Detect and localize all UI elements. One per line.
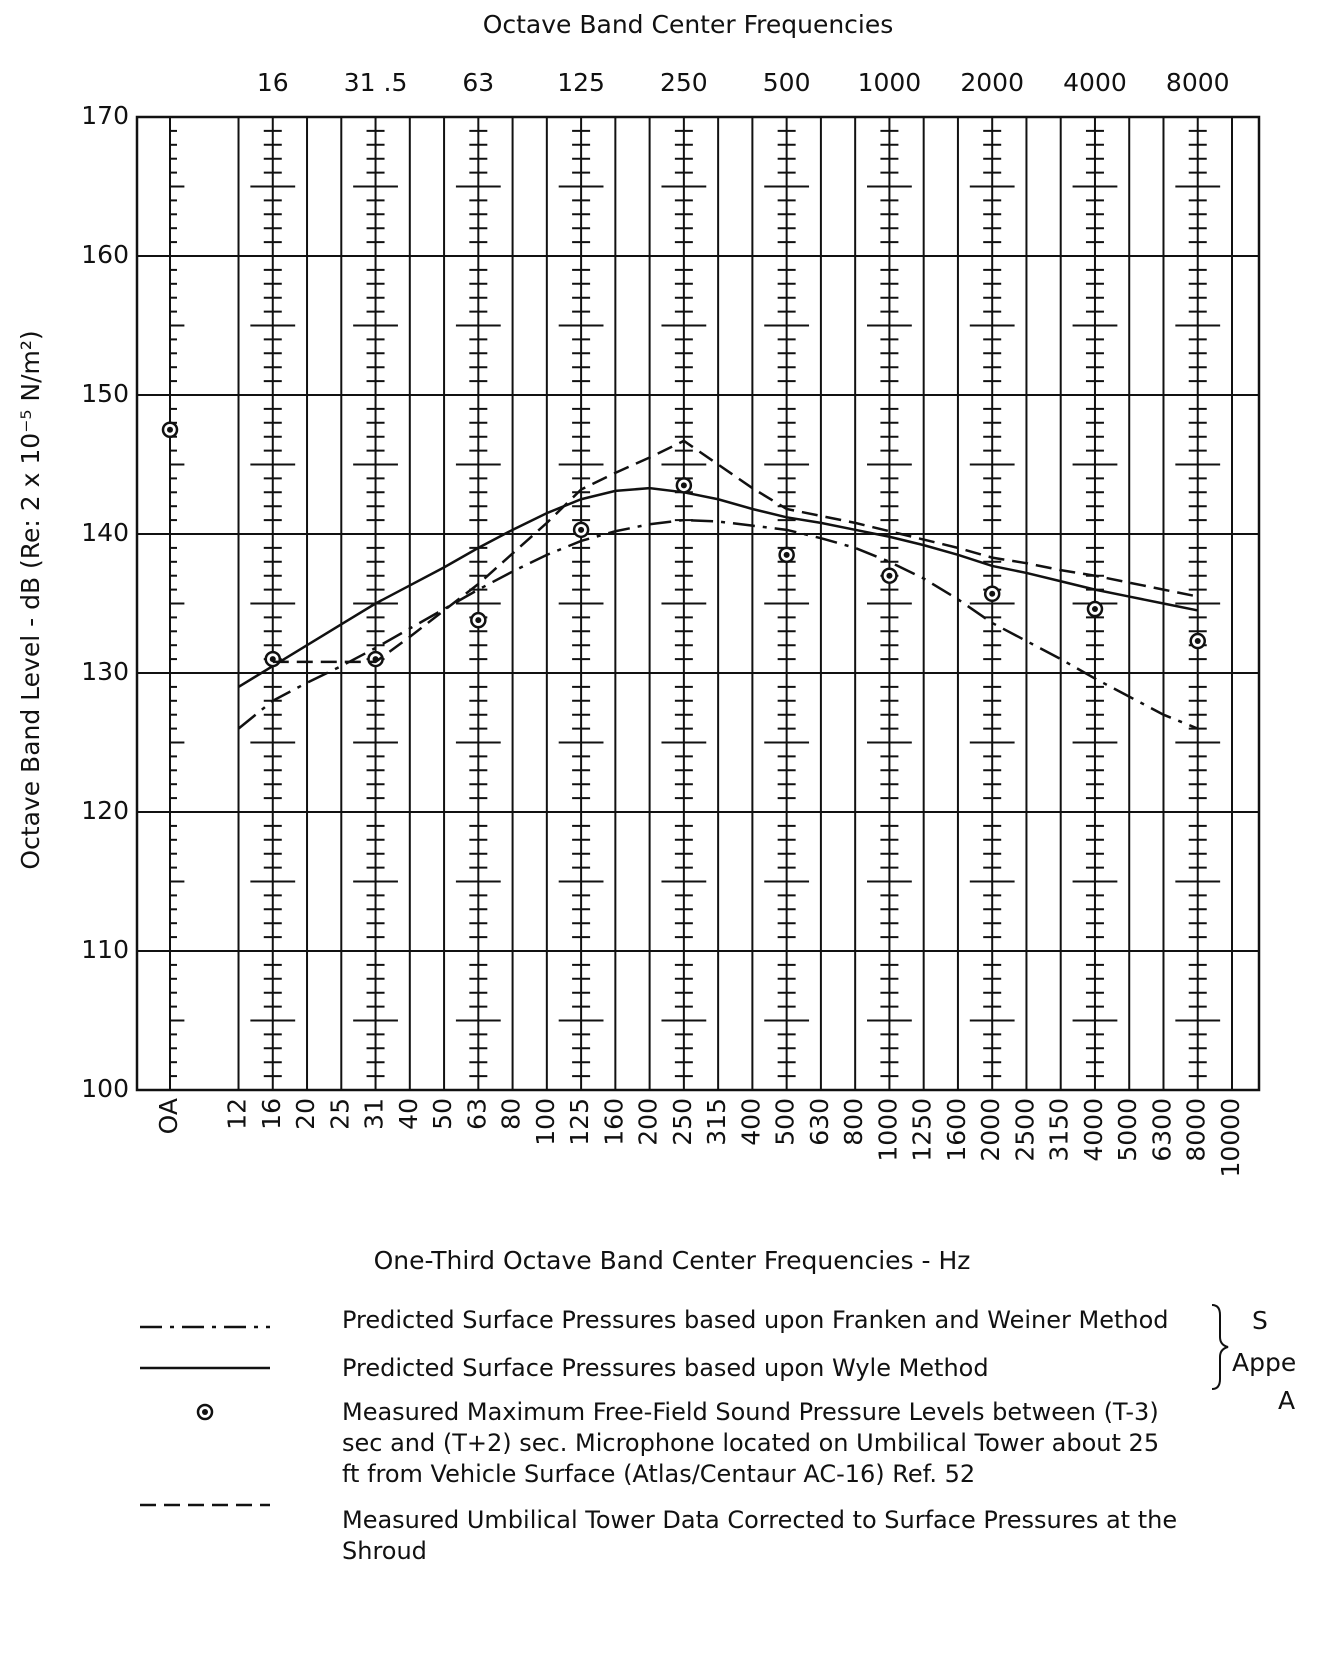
top-tick-label: 2000 [960,68,1024,97]
y-tick-label: 150 [81,379,129,408]
x-tick-label: 20 [291,1098,320,1130]
x-tick-label: 500 [771,1098,800,1146]
marker-dot [680,482,687,489]
x-tick-label: 5000 [1113,1098,1142,1162]
series-line [272,439,1198,664]
legend-marker [202,1409,208,1415]
x-tick-label: 25 [325,1098,354,1130]
x-tick-label: 6300 [1147,1098,1176,1162]
x-tick-label: 1250 [908,1098,937,1162]
x-tick-label: OA [154,1098,183,1134]
brace [1211,1304,1229,1390]
x-tick-label: 2000 [976,1098,1005,1162]
note: S [1252,1306,1268,1335]
y-tick-label: 110 [81,935,129,964]
marker-dot [475,617,482,624]
x-axis-title: One-Third Octave Band Center Frequencies… [374,1246,971,1275]
x-tick-label: 200 [634,1098,663,1146]
data-point [470,611,487,629]
top-tick-label: 4000 [1063,68,1127,97]
x-tick-label: 315 [702,1098,731,1146]
legend-label: Predicted Surface Pressures based upon W… [342,1354,989,1382]
x-tick-label: 400 [736,1098,765,1146]
top-tick-label: 500 [763,68,811,97]
top-tick-label: 8000 [1166,68,1230,97]
marker-dot [783,551,790,558]
x-tick-label: 31 [360,1098,389,1130]
data-point [572,521,590,539]
top-tick-label: 31 .5 [344,68,408,97]
x-tick-label: 80 [497,1098,526,1130]
x-tick-label: 1600 [942,1098,971,1162]
y-tick-label: 120 [81,796,129,825]
y-tick-label: 130 [81,657,129,686]
x-tick-label: 12 [223,1098,252,1130]
x-tick-label: 40 [394,1098,423,1130]
top-tick-label: 1000 [858,68,922,97]
y-tick-label: 100 [81,1074,129,1103]
y-tick-label: 140 [81,518,129,547]
data-point [675,477,693,494]
x-tick-label: 2500 [1010,1098,1039,1162]
data-point [1086,600,1104,618]
x-tick-label: 1000 [873,1098,902,1162]
x-tick-label: 800 [839,1098,868,1146]
y-tick-label: 160 [81,240,129,269]
data-point [264,650,282,668]
top-tick-label: 16 [257,68,289,97]
y-axis-title: Octave Band Level - dB (Re: 2 x 10⁻⁵ N/m… [16,330,45,869]
marker-dot [989,590,996,597]
x-tick-label: 10000 [1216,1098,1245,1178]
marker-dot [1194,638,1201,645]
x-tick-label: 630 [805,1098,834,1146]
marker-dot [578,526,585,533]
x-tick-label: 100 [531,1098,560,1146]
marker-dot [886,572,893,579]
x-tick-label: 16 [257,1098,286,1130]
top-tick-label: 63 [462,68,494,97]
x-tick-label: 3150 [1045,1098,1074,1162]
legend-label: Measured Umbilical Tower Data Corrected … [342,1506,1178,1565]
series-line [237,486,1198,688]
data-point [881,567,898,584]
y-tick-label: 170 [81,101,129,130]
marker-dot [1091,606,1098,613]
legend-label: Predicted Surface Pressures based upon F… [342,1306,1169,1334]
series-line [237,518,1199,730]
data-point [161,421,179,438]
data-point [778,546,795,564]
data-point [983,585,1001,603]
top-axis-title: Octave Band Center Frequencies [483,10,894,39]
marker-dot [269,656,276,663]
x-tick-label: 250 [668,1098,697,1146]
x-tick-label: 4000 [1079,1098,1108,1162]
marker-dot [167,426,173,433]
x-tick-label: 125 [565,1098,594,1146]
data-point [1189,632,1206,650]
top-tick-label: 250 [660,68,708,97]
x-tick-label: 160 [599,1098,628,1146]
x-tick-label: 63 [462,1098,491,1130]
top-tick-label: 125 [557,68,605,97]
note: Appe [1232,1348,1296,1377]
x-tick-label: 8000 [1182,1098,1211,1162]
legend-label: Measured Maximum Free-Field Sound Pressu… [342,1398,1160,1488]
note: A [1278,1386,1295,1415]
x-tick-label: 50 [428,1098,457,1130]
